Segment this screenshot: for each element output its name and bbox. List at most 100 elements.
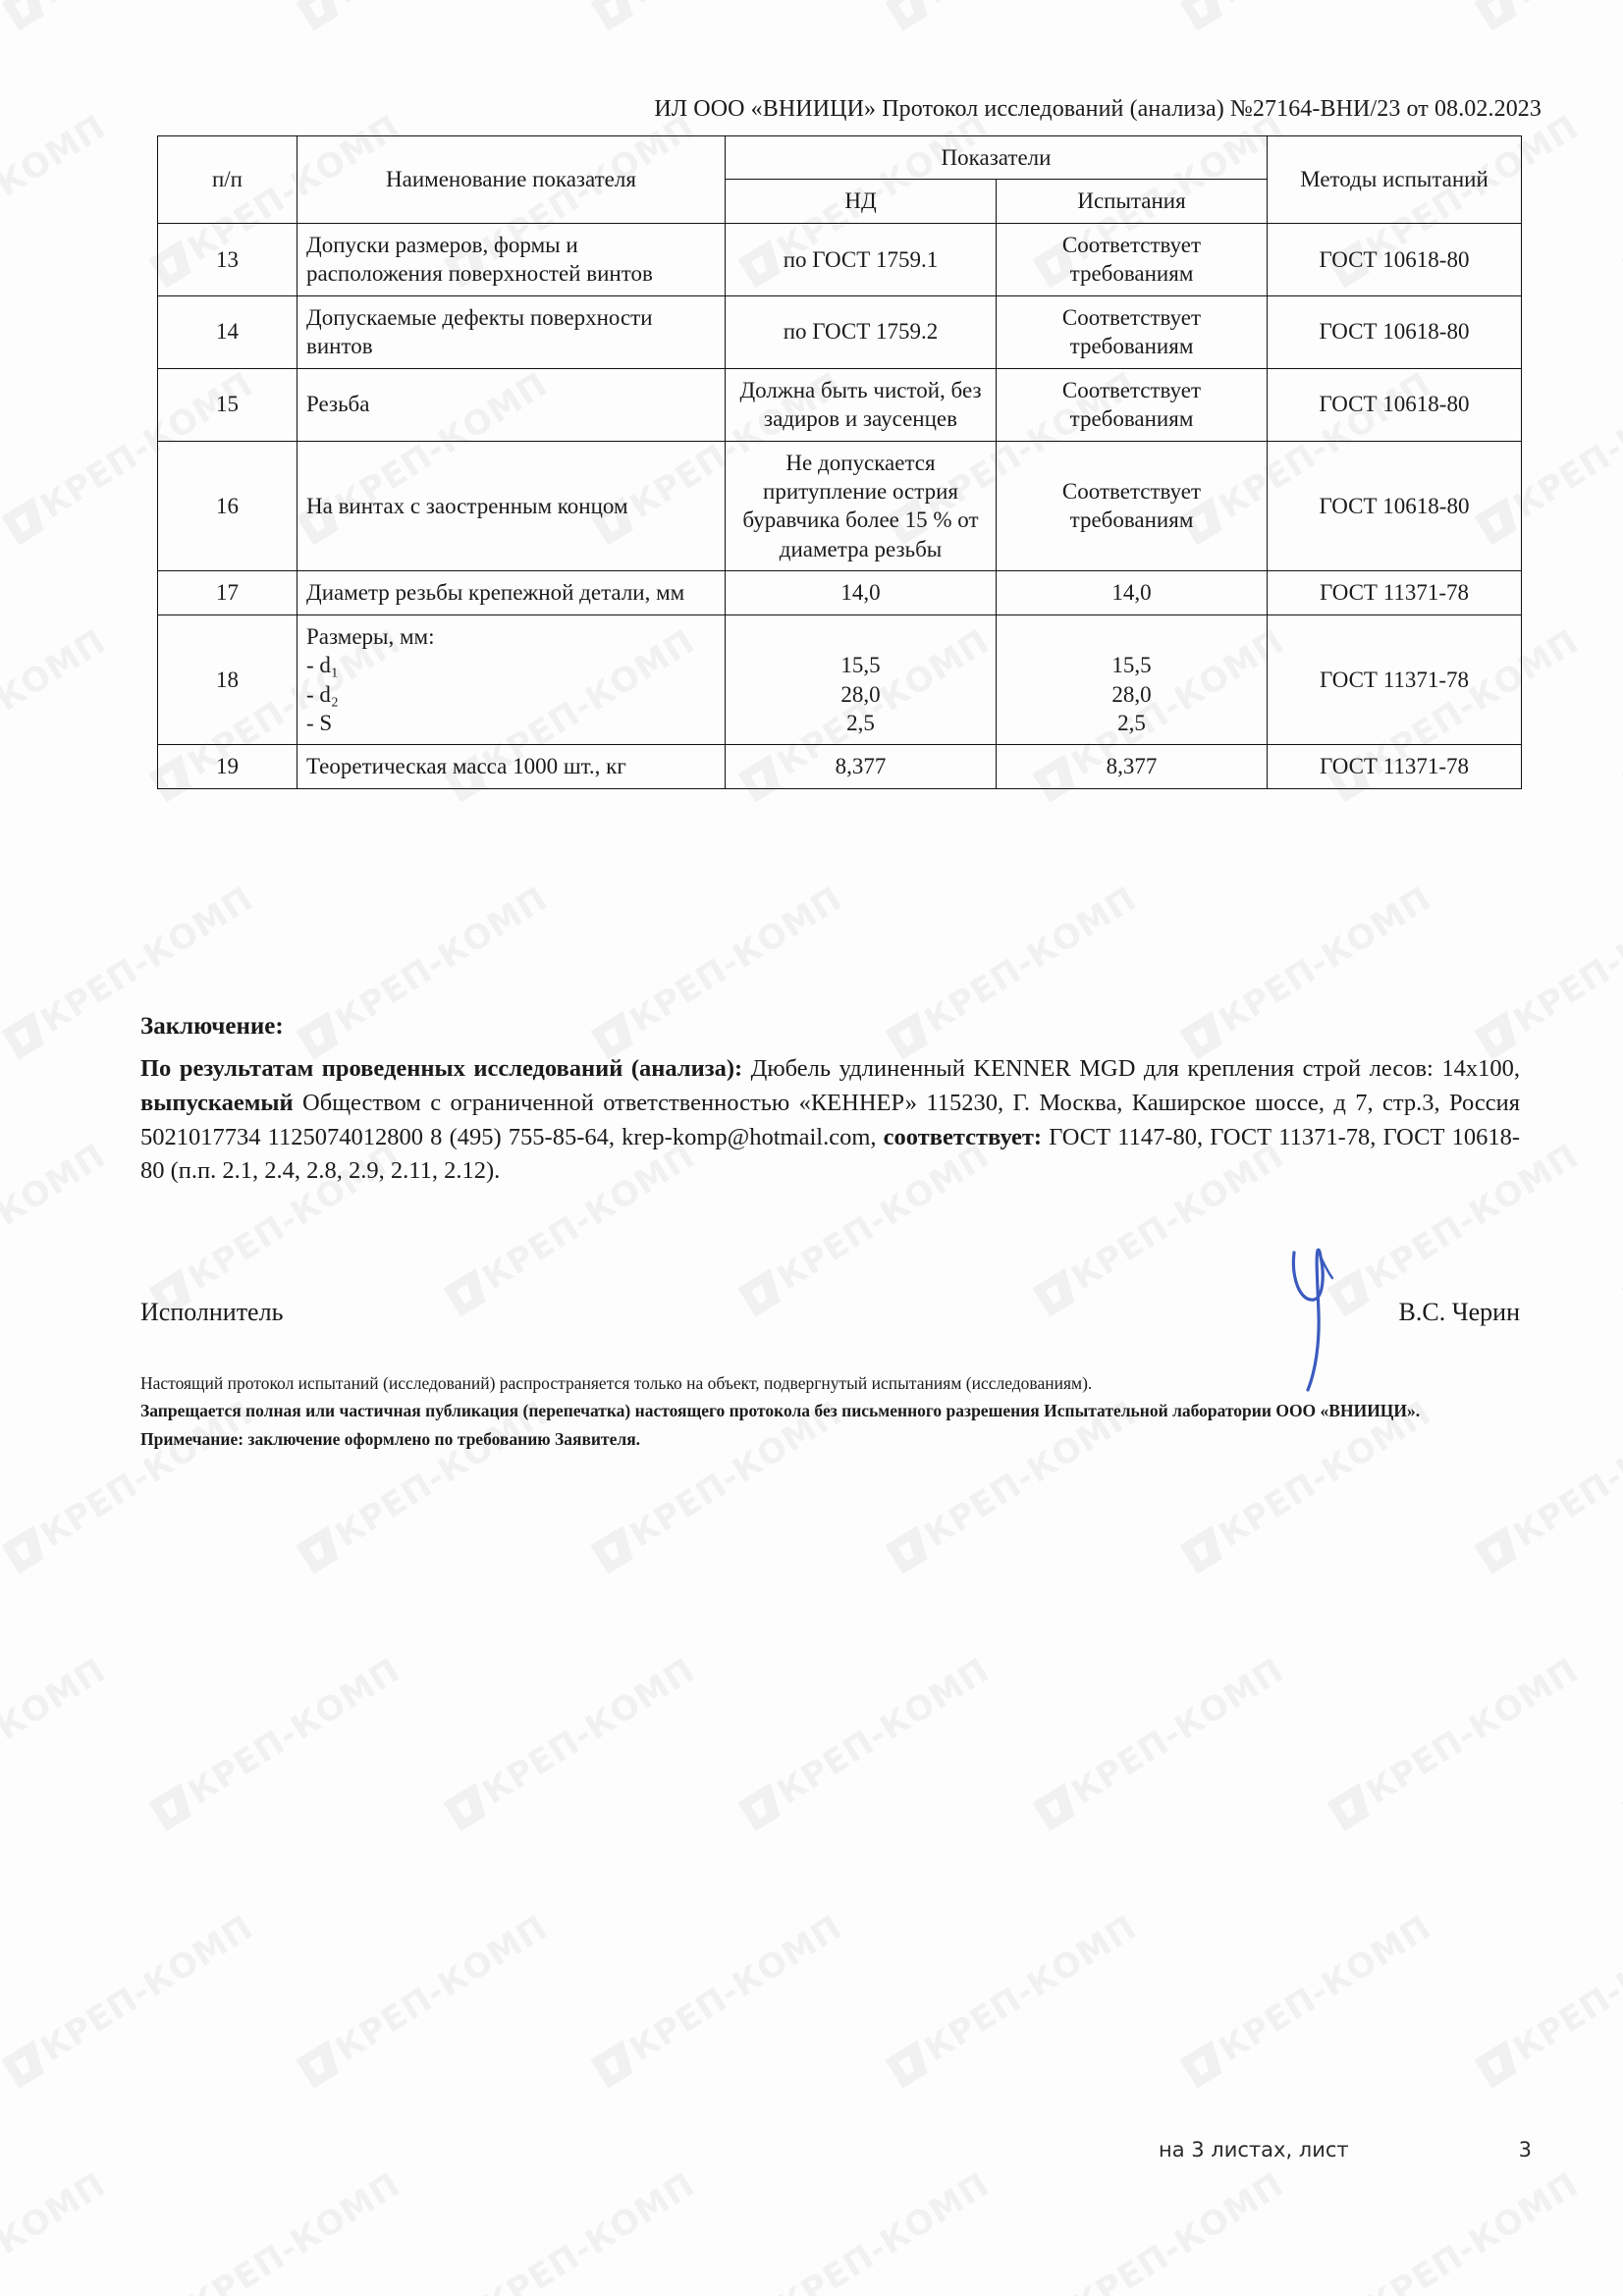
watermark-logo-icon bbox=[1, 501, 45, 546]
watermark-text: КРЕП-КОМП bbox=[0, 2164, 114, 2296]
watermark-slash-icon bbox=[23, 0, 44, 23]
watermark-tile: КРЕП-КОМП bbox=[736, 1651, 997, 1834]
nd-value: 15,5 bbox=[840, 653, 881, 678]
conclusion-bold-3: соответствует: bbox=[883, 1123, 1043, 1150]
watermark-slash-icon bbox=[1201, 0, 1222, 23]
watermark-slash-icon bbox=[1054, 1782, 1075, 1823]
watermark-tile: КРЕП-КОМП bbox=[1031, 2165, 1291, 2296]
row-num: 19 bbox=[157, 744, 298, 789]
watermark-slash-icon bbox=[1201, 1524, 1222, 1566]
watermark-logo-icon bbox=[443, 1787, 487, 1832]
row-method: ГОСТ 11371-78 bbox=[1267, 614, 1522, 746]
row-name: Диаметр резьбы крепежной детали, мм bbox=[297, 570, 726, 615]
watermark-slash-icon bbox=[759, 1782, 781, 1823]
watermark-slash-icon bbox=[1495, 0, 1517, 23]
row-name: Резьба bbox=[297, 367, 726, 442]
row-name: Допускаемые дефекты поверхности винтов bbox=[297, 294, 726, 369]
watermark-text: КРЕП-КОМП bbox=[34, 0, 260, 12]
watermark-logo-icon bbox=[1, 1015, 45, 1060]
watermark-slash-icon bbox=[317, 1524, 339, 1566]
watermark-logo-icon bbox=[1326, 1787, 1371, 1832]
watermark-slash-icon bbox=[906, 1524, 928, 1566]
protocol-table: п/п Наименование показателя Показатели М… bbox=[157, 134, 1522, 789]
watermark-slash-icon bbox=[317, 2039, 339, 2080]
watermark-text: КРЕП-КОМП bbox=[1064, 1650, 1292, 1813]
watermark-tile: КРЕП-КОМП bbox=[1473, 0, 1623, 33]
watermark-slash-icon bbox=[906, 2039, 928, 2080]
watermark-tile: КРЕП-КОМП bbox=[0, 2165, 113, 2296]
watermark-logo-icon bbox=[148, 1787, 192, 1832]
nd-value: 2,5 bbox=[846, 711, 875, 735]
test-value: 28,0 bbox=[1111, 681, 1152, 707]
row-nd: по ГОСТ 1759.1 bbox=[725, 222, 997, 296]
watermark-text: КРЕП-КОМП bbox=[1506, 364, 1623, 527]
signature-row: Исполнитель В.С. Черин bbox=[140, 1298, 1520, 1327]
spacer bbox=[734, 622, 987, 651]
row-name: Допуски размеров, формы и расположения п… bbox=[297, 222, 726, 296]
row-test: Соответствует требованиям bbox=[996, 294, 1268, 369]
watermark-text: КРЕП-КОМП bbox=[33, 1907, 261, 2070]
table-row-dimensions: 18 Размеры, мм: - d₁ - d₂ - S 15,5 bbox=[157, 614, 1522, 746]
watermark-logo-icon bbox=[296, 2044, 340, 2089]
test-value: 2,5 bbox=[1117, 711, 1146, 735]
watermark-text: КРЕП-КОМП bbox=[1506, 1907, 1623, 2070]
watermark-logo-icon bbox=[737, 1787, 782, 1832]
row-num: 15 bbox=[157, 367, 298, 442]
fineprint-notes: Настоящий протокол испытаний (исследован… bbox=[140, 1369, 1525, 1453]
fineprint-line-2: Запрещается полная или частичная публика… bbox=[140, 1401, 1421, 1421]
watermark-tile: КРЕП-КОМП bbox=[589, 0, 849, 33]
page-footer: на 3 листах, лист 3 bbox=[1159, 2138, 1532, 2162]
conclusion-text-1: Дюбель удлиненный KENNER MGD для креплен… bbox=[742, 1055, 1520, 1082]
watermark-tile: КРЕП-КОМП bbox=[0, 1651, 113, 1834]
row-num: 14 bbox=[157, 294, 298, 369]
page-number: 3 bbox=[1518, 2138, 1532, 2162]
header-name: Наименование показателя bbox=[297, 135, 726, 224]
watermark-text: КРЕП-КОМП bbox=[181, 2164, 408, 2296]
watermark-tile: КРЕП-КОМП bbox=[1325, 2165, 1586, 2296]
row-method: ГОСТ 10618-80 bbox=[1267, 367, 1522, 442]
row-num: 13 bbox=[157, 222, 298, 296]
watermark-text: КРЕП-КОМП bbox=[770, 1650, 998, 1813]
protocol-table-body: 13 Допуски размеров, формы и расположени… bbox=[157, 222, 1522, 789]
watermark-tile: КРЕП-КОМП bbox=[589, 1908, 849, 2091]
watermark-tile: КРЕП-КОМП bbox=[884, 0, 1144, 33]
signature-role-label: Исполнитель bbox=[140, 1298, 284, 1326]
watermark-tile: КРЕП-КОМП bbox=[884, 1908, 1144, 2091]
table-header-row-2: НД Испытания bbox=[158, 179, 1522, 224]
watermark-logo-icon bbox=[296, 0, 340, 31]
watermark-logo-icon bbox=[1179, 0, 1223, 31]
row-num: 18 bbox=[157, 614, 298, 746]
dimension-item: - d₁ bbox=[306, 653, 339, 678]
nd-value: 28,0 bbox=[840, 681, 881, 707]
conclusion-heading: Заключение: bbox=[140, 1013, 284, 1040]
row-method: ГОСТ 10618-80 bbox=[1267, 440, 1522, 572]
fineprint-line-1: Настоящий протокол испытаний (исследован… bbox=[140, 1373, 1093, 1393]
watermark-text: КРЕП-КОМП bbox=[1359, 1650, 1587, 1813]
watermark-tile: КРЕП-КОМП bbox=[0, 1137, 113, 1319]
watermark-logo-icon bbox=[1, 0, 45, 31]
watermark-tile: КРЕП-КОМП bbox=[295, 0, 555, 33]
watermark-text: КРЕП-КОМП bbox=[0, 107, 114, 270]
dimension-item: - S bbox=[306, 711, 333, 735]
row-method: ГОСТ 10618-80 bbox=[1267, 222, 1522, 296]
watermark-slash-icon bbox=[23, 2039, 44, 2080]
watermark-logo-icon bbox=[296, 1529, 340, 1575]
watermark-tile: КРЕП-КОМП bbox=[147, 1651, 407, 1834]
watermark-text: КРЕП-КОМП bbox=[623, 0, 849, 12]
row-method: ГОСТ 10618-80 bbox=[1267, 294, 1522, 369]
watermark-text: КРЕП-КОМП bbox=[0, 1136, 114, 1299]
signer-name: В.С. Черин bbox=[1398, 1298, 1520, 1326]
row-name: Теоретическая масса 1000 шт., кг bbox=[297, 744, 726, 789]
row-num: 16 bbox=[157, 440, 298, 572]
watermark-tile: КРЕП-КОМП bbox=[442, 2165, 702, 2296]
watermark-slash-icon bbox=[1201, 2039, 1222, 2080]
watermark-logo-icon bbox=[885, 0, 929, 31]
watermark-slash-icon bbox=[612, 0, 633, 23]
table-row: 17 Диаметр резьбы крепежной детали, мм 1… bbox=[157, 570, 1522, 615]
watermark-logo-icon bbox=[1179, 2044, 1223, 2089]
watermark-slash-icon bbox=[170, 1782, 191, 1823]
row-name: На винтах с заостренным концом bbox=[297, 440, 726, 572]
row-name-dimensions: Размеры, мм: - d₁ - d₂ - S bbox=[297, 614, 726, 746]
watermark-slash-icon bbox=[464, 1782, 486, 1823]
